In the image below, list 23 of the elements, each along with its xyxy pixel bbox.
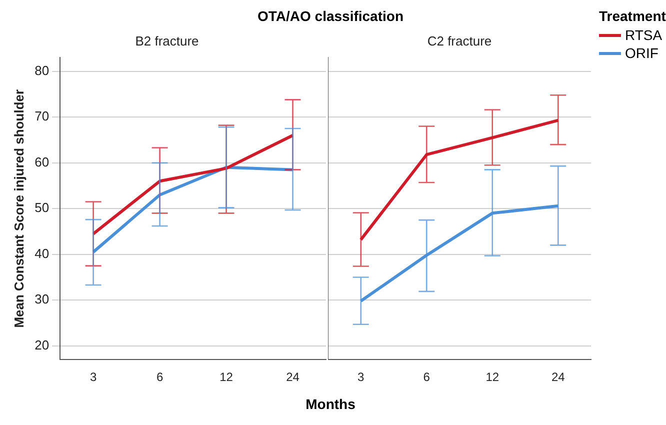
x-tick-label: 12 bbox=[220, 370, 234, 384]
x-tick-label: 12 bbox=[486, 370, 500, 384]
y-tick-label: 20 bbox=[34, 337, 50, 352]
x-tick-label: 6 bbox=[156, 370, 164, 384]
x-tick-label: 24 bbox=[286, 370, 300, 384]
x-tick-label: 3 bbox=[90, 370, 97, 384]
y-tick-label: 70 bbox=[34, 108, 50, 124]
legend-label: ORIF bbox=[625, 45, 658, 61]
x-tick-label: 24 bbox=[551, 370, 566, 384]
y-tick-label: 30 bbox=[34, 292, 50, 307]
chart-subtitle: B2 fracture bbox=[135, 33, 199, 48]
y-tick-label: 80 bbox=[34, 62, 50, 78]
x-axis-title: Months bbox=[304, 396, 356, 412]
chart-subtitle: C2 fracture bbox=[427, 33, 492, 48]
legend-title: Treatment bbox=[599, 8, 666, 24]
y-tick-label: 50 bbox=[34, 200, 50, 216]
chart-title: OTA/AO classification bbox=[256, 8, 404, 24]
y-tick-label: 40 bbox=[34, 246, 50, 261]
y-axis-title: Mean Constant Score injured shoulder bbox=[11, 89, 26, 328]
legend-label: RTSA bbox=[625, 27, 662, 43]
y-tick-label: 60 bbox=[34, 154, 50, 170]
x-tick-label: 6 bbox=[423, 370, 430, 384]
x-tick-label: 3 bbox=[358, 370, 365, 384]
